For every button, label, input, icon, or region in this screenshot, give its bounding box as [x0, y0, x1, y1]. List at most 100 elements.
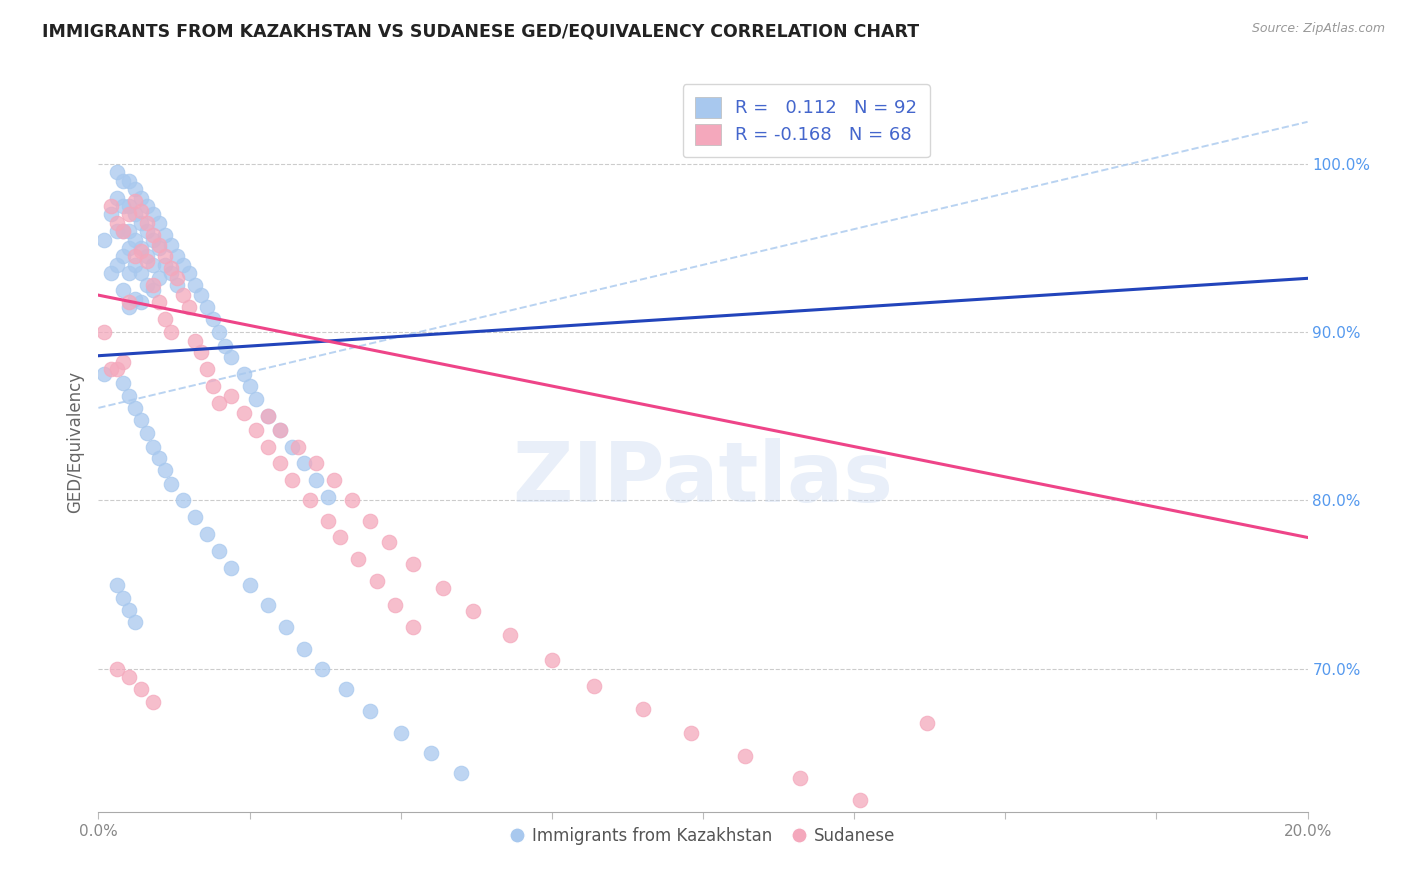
Point	[256, 440, 278, 454]
Point	[105, 190, 128, 204]
Point	[347, 552, 370, 566]
Point	[142, 207, 165, 221]
Point	[420, 746, 443, 760]
Point	[100, 362, 122, 376]
Y-axis label: GED/Equivalency: GED/Equivalency	[66, 370, 84, 513]
Point	[111, 355, 134, 369]
Point	[142, 440, 165, 454]
Point	[153, 258, 176, 272]
Text: ZIPatlas: ZIPatlas	[513, 438, 893, 519]
Point	[179, 300, 201, 314]
Point	[432, 581, 454, 595]
Point	[153, 250, 176, 264]
Point	[153, 311, 176, 326]
Point	[208, 544, 231, 558]
Point	[153, 227, 176, 242]
Point	[734, 749, 756, 764]
Point	[118, 294, 141, 309]
Point	[111, 250, 134, 264]
Point	[463, 605, 485, 619]
Point	[245, 392, 267, 407]
Point	[274, 620, 297, 634]
Point	[402, 620, 425, 634]
Point	[105, 362, 128, 376]
Point	[269, 457, 291, 471]
Point	[849, 793, 872, 807]
Point	[232, 406, 254, 420]
Point	[281, 440, 304, 454]
Point	[366, 574, 388, 589]
Point	[583, 679, 606, 693]
Point	[129, 190, 152, 204]
Point	[214, 338, 236, 352]
Point	[208, 325, 231, 339]
Point	[93, 368, 115, 382]
Point	[360, 514, 382, 528]
Point	[166, 278, 188, 293]
Point	[360, 704, 382, 718]
Point	[540, 653, 562, 667]
Point	[342, 493, 364, 508]
Point	[160, 476, 183, 491]
Point	[789, 771, 811, 785]
Point	[221, 351, 243, 365]
Point	[631, 702, 654, 716]
Point	[148, 294, 170, 309]
Point	[142, 278, 165, 293]
Point	[402, 558, 425, 572]
Point	[129, 216, 152, 230]
Point	[142, 227, 165, 242]
Point	[129, 241, 152, 255]
Point	[118, 670, 141, 684]
Point	[124, 194, 146, 208]
Point	[160, 266, 183, 280]
Point	[111, 376, 134, 390]
Point	[184, 510, 207, 524]
Point	[111, 174, 134, 188]
Point	[269, 423, 291, 437]
Point	[118, 224, 141, 238]
Point	[105, 662, 128, 676]
Point	[142, 695, 165, 709]
Point	[195, 362, 218, 376]
Point	[148, 271, 170, 285]
Point	[239, 577, 262, 591]
Point	[148, 216, 170, 230]
Point	[142, 283, 165, 297]
Point	[329, 531, 352, 545]
Point	[100, 207, 122, 221]
Point	[316, 514, 339, 528]
Point	[100, 266, 122, 280]
Point	[111, 283, 134, 297]
Point	[118, 241, 141, 255]
Point	[129, 266, 152, 280]
Point	[111, 224, 134, 238]
Point	[124, 207, 146, 221]
Point	[148, 241, 170, 255]
Point	[202, 311, 225, 326]
Point	[208, 396, 231, 410]
Point	[305, 473, 328, 487]
Point	[292, 457, 315, 471]
Point	[245, 423, 267, 437]
Point	[111, 199, 134, 213]
Point	[105, 216, 128, 230]
Point	[292, 641, 315, 656]
Point	[129, 204, 152, 219]
Point	[129, 294, 152, 309]
Point	[118, 266, 141, 280]
Point	[135, 278, 157, 293]
Point	[124, 233, 146, 247]
Point	[299, 493, 322, 508]
Point	[389, 725, 412, 739]
Point	[111, 591, 134, 605]
Point	[129, 681, 152, 696]
Point	[118, 207, 141, 221]
Point	[135, 426, 157, 441]
Point	[450, 766, 472, 780]
Point	[105, 258, 128, 272]
Point	[124, 182, 146, 196]
Point	[195, 527, 218, 541]
Point	[239, 379, 262, 393]
Point	[129, 412, 152, 426]
